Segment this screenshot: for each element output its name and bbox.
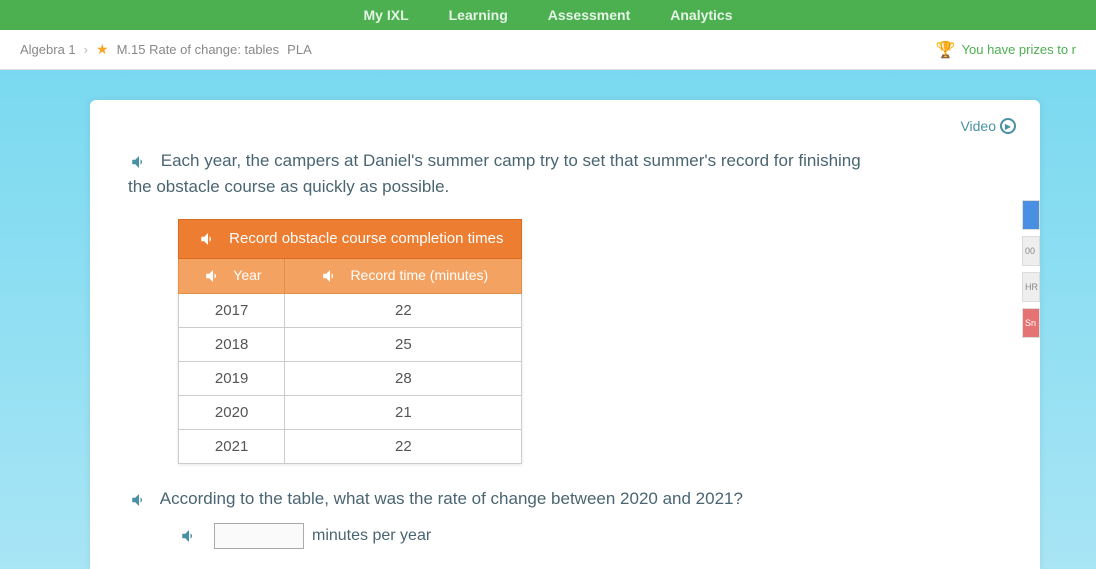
nav-assessment[interactable]: Assessment [548, 7, 631, 23]
panel-stub[interactable]: Sn [1022, 308, 1040, 338]
problem-text: Each year, the campers at Daniel's summe… [128, 148, 878, 199]
table-row: 202021 [179, 396, 522, 430]
answer-input[interactable] [214, 523, 304, 549]
speaker-icon[interactable] [197, 230, 219, 248]
breadcrumb-skill[interactable]: M.15 Rate of change: tables [117, 42, 280, 57]
nav-learning[interactable]: Learning [449, 7, 508, 23]
question-text: According to the table, what was the rat… [128, 489, 1002, 509]
breadcrumb-sep: › [84, 42, 88, 57]
content-card: Video ▶ Each year, the campers at Daniel… [90, 100, 1040, 569]
panel-stub[interactable] [1022, 200, 1040, 230]
table-title-cell: Record obstacle course completion times [179, 220, 522, 259]
col-header-time: Record time (minutes) [285, 259, 522, 294]
breadcrumb-bar: Algebra 1 › ★ M.15 Rate of change: table… [0, 30, 1096, 70]
star-icon: ★ [96, 41, 109, 58]
panel-stub[interactable]: HR [1022, 272, 1040, 302]
col-header-year: Year [179, 259, 285, 294]
table-row: 201722 [179, 294, 522, 328]
speaker-icon[interactable] [128, 491, 150, 509]
speaker-icon[interactable] [128, 153, 150, 171]
breadcrumb-subject[interactable]: Algebra 1 [20, 42, 76, 57]
prizes-link[interactable]: 🏆 You have prizes to r [936, 40, 1076, 60]
speaker-icon[interactable] [319, 267, 341, 285]
play-icon: ▶ [1000, 118, 1016, 134]
main-background: Video ▶ Each year, the campers at Daniel… [0, 70, 1096, 569]
panel-stub[interactable]: 00 [1022, 236, 1040, 266]
units-label: minutes per year [312, 527, 431, 545]
video-label: Video [960, 118, 996, 134]
table-row: 201928 [179, 362, 522, 396]
table-title: Record obstacle course completion times [229, 230, 503, 247]
table-row: 201825 [179, 328, 522, 362]
nav-analytics[interactable]: Analytics [670, 7, 732, 23]
nav-myixl[interactable]: My IXL [364, 7, 409, 23]
speaker-icon[interactable] [202, 267, 224, 285]
answer-row: minutes per year [178, 523, 1002, 549]
prizes-text: You have prizes to r [962, 42, 1076, 57]
breadcrumb-tag: PLA [287, 42, 312, 57]
top-nav: My IXL Learning Assessment Analytics [0, 0, 1096, 30]
right-panel: 00 HR Sn [1022, 200, 1040, 550]
question-statement: According to the table, what was the rat… [160, 489, 743, 508]
video-link[interactable]: Video ▶ [960, 118, 1016, 134]
table-row: 202122 [179, 430, 522, 464]
speaker-icon[interactable] [178, 527, 200, 545]
breadcrumb: Algebra 1 › ★ M.15 Rate of change: table… [20, 41, 312, 58]
data-table: Record obstacle course completion times … [178, 219, 522, 464]
trophy-icon: 🏆 [936, 40, 956, 60]
problem-statement: Each year, the campers at Daniel's summe… [128, 151, 861, 196]
